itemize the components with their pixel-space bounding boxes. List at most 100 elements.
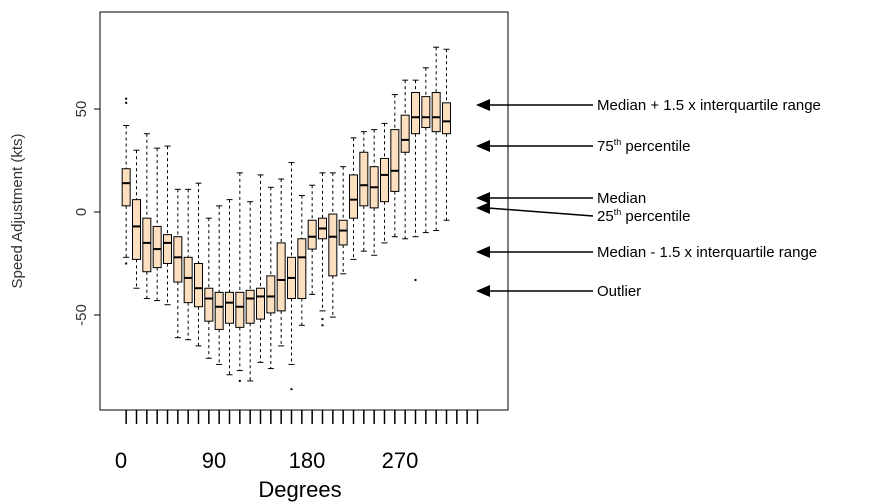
- x-tick-label: 90: [202, 448, 226, 473]
- annotation-arrow-line: [487, 207, 594, 217]
- box-22: [349, 137, 358, 260]
- box-9: [214, 205, 224, 365]
- arrowhead-icon: [476, 140, 490, 152]
- box-body: [121, 168, 131, 207]
- arrowhead-icon: [476, 99, 490, 111]
- box-body: [266, 275, 276, 314]
- x-tick-label: 180: [289, 448, 326, 473]
- y-axis-title: Speed Adjustment (kts): [9, 133, 26, 288]
- arrowhead-icon: [476, 246, 490, 258]
- boxes: [121, 46, 451, 391]
- box-4: [163, 145, 172, 306]
- box-28: [411, 79, 420, 281]
- box-body: [328, 213, 338, 277]
- box-body: [235, 291, 245, 328]
- box-30: [431, 46, 441, 232]
- annotation-label: Median: [597, 190, 646, 207]
- x-tick-label: 270: [382, 448, 419, 473]
- box-8: [204, 217, 214, 359]
- box-18: [307, 184, 317, 295]
- box-body: [152, 225, 162, 269]
- box-body: [390, 129, 400, 192]
- box-body: [421, 96, 431, 129]
- outlier-point: [414, 278, 417, 281]
- annotation-label: Median - 1.5 x interquartile range: [597, 244, 817, 261]
- box-14: [266, 186, 276, 370]
- box-body: [431, 92, 441, 133]
- arrowhead-icon: [476, 202, 490, 214]
- x-tick-label: 0: [115, 448, 127, 473]
- plot-frame: [99, 11, 509, 411]
- annotation-2: Median: [476, 190, 646, 207]
- annotation-1: 75th percentile: [476, 137, 690, 155]
- box-body: [338, 219, 348, 246]
- box-body: [214, 291, 224, 330]
- box-24: [369, 129, 379, 256]
- box-13: [256, 174, 265, 363]
- box-body: [142, 217, 152, 273]
- box-3: [152, 147, 162, 302]
- box-11: [235, 172, 245, 382]
- box-body: [194, 263, 203, 308]
- plot-border: [99, 11, 509, 411]
- annotation-3: 25th percentile: [476, 202, 690, 225]
- x-axis-title: Degrees: [258, 477, 341, 502]
- box-body: [349, 174, 358, 219]
- annotation-label-rest: percentile: [621, 208, 690, 225]
- box-body: [256, 287, 265, 320]
- box-body: [173, 236, 183, 283]
- y-tick-label: -50: [73, 304, 90, 326]
- outlier-point: [238, 379, 241, 382]
- box-27: [400, 79, 410, 240]
- box-body: [245, 289, 255, 324]
- box-body: [204, 287, 214, 322]
- box-body: [225, 291, 234, 324]
- annotation-label-base: 25: [597, 208, 614, 225]
- y-tick-label: 50: [73, 101, 90, 118]
- box-31: [442, 48, 451, 221]
- box-body: [307, 219, 317, 250]
- annotation-label-sup: th: [614, 207, 622, 217]
- box-0: [121, 97, 131, 265]
- box-29: [421, 67, 431, 234]
- annotation-label-sup: th: [614, 137, 622, 147]
- annotation-0: Median + 1.5 x interquartile range: [476, 97, 821, 114]
- box-25: [380, 122, 389, 244]
- box-6: [183, 188, 193, 341]
- box-17: [297, 195, 307, 326]
- annotation-5: Outlier: [476, 283, 641, 300]
- outlier-point: [125, 97, 128, 100]
- box-body: [132, 199, 141, 260]
- outlier-point: [290, 388, 293, 391]
- box-body: [380, 157, 389, 203]
- box-body: [359, 151, 369, 207]
- box-26: [390, 94, 400, 238]
- box-16: [287, 162, 296, 391]
- box-23: [359, 131, 369, 252]
- y-axis: -50 0 50: [73, 101, 100, 326]
- annotation-label-rest: percentile: [621, 138, 690, 155]
- outlier-point: [321, 324, 324, 327]
- box-12: [245, 201, 255, 382]
- annotation-label: 75th percentile: [597, 137, 690, 155]
- arrowhead-icon: [476, 192, 490, 204]
- annotation-label: 25th percentile: [597, 207, 690, 225]
- box-body: [276, 242, 286, 312]
- annotation-label: Outlier: [597, 283, 641, 300]
- arrowhead-icon: [476, 285, 490, 297]
- annotation-label-base: 75: [597, 138, 614, 155]
- outlier-point: [125, 101, 128, 104]
- box-7: [194, 182, 203, 347]
- box-2: [142, 133, 152, 300]
- x-axis: 0 90 180 270: [115, 410, 479, 473]
- box-body: [442, 102, 451, 135]
- annotation-label: Median + 1.5 x interquartile range: [597, 97, 821, 114]
- annotation-4: Median - 1.5 x interquartile range: [476, 244, 817, 261]
- box-5: [173, 188, 183, 339]
- box-body: [411, 92, 420, 135]
- box-10: [225, 199, 234, 376]
- box-19: [318, 172, 327, 327]
- box-15: [276, 178, 286, 347]
